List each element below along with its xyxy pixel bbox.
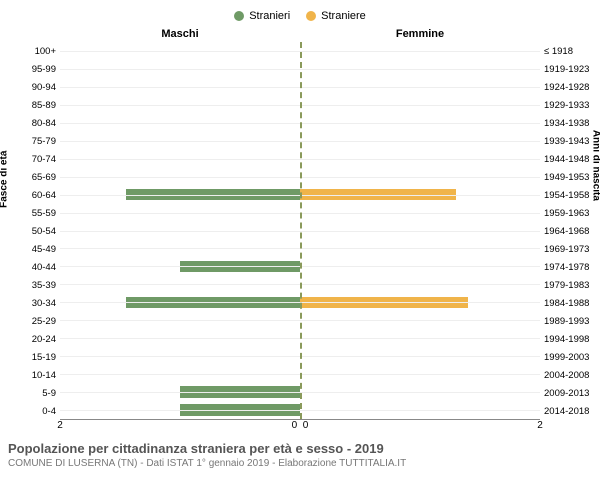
age-label: 100+ [8,42,56,60]
birth-label: 1989-1993 [544,312,592,330]
age-label: 80-84 [8,114,56,132]
age-label: 30-34 [8,294,56,312]
plot-area [60,42,540,420]
chart-subtitle: COMUNE DI LUSERNA (TN) - Dati ISTAT 1° g… [8,458,592,469]
x-axis-left: 20 [60,420,300,431]
age-label: 20-24 [8,330,56,348]
age-label: 70-74 [8,150,56,168]
chart-container: Stranieri Straniere Maschi Femmine Fasce … [0,0,600,500]
age-label: 75-79 [8,132,56,150]
y-right-axis-title: Anni di nascita [591,130,600,201]
legend-label: Straniere [321,10,366,22]
birth-label: 1934-1938 [544,114,592,132]
birth-label: 2009-2013 [544,384,592,402]
age-label: 90-94 [8,78,56,96]
legend-swatch [306,11,316,21]
center-line [300,42,302,419]
birth-label: 1964-1968 [544,222,592,240]
header-left: Maschi [8,28,300,40]
age-label: 45-49 [8,240,56,258]
x-tick: 2 [537,420,543,431]
legend-label: Stranieri [249,10,290,22]
age-label: 65-69 [8,168,56,186]
birth-label: 2014-2018 [544,402,592,420]
y-left-labels: 100+95-9990-9485-8980-8475-7970-7465-696… [8,42,60,420]
birth-label: 1984-1988 [544,294,592,312]
birth-label: 1949-1953 [544,168,592,186]
x-axis: 20 02 [60,420,540,431]
age-label: 95-99 [8,60,56,78]
birth-label: 1939-1943 [544,132,592,150]
header-right: Femmine [300,28,592,40]
age-label: 35-39 [8,276,56,294]
birth-label: 2004-2008 [544,366,592,384]
birth-label: 1944-1948 [544,150,592,168]
x-tick: 2 [57,420,63,431]
birth-label: 1969-1973 [544,240,592,258]
legend: Stranieri Straniere [8,10,592,22]
x-tick: 0 [292,420,298,431]
age-label: 60-64 [8,186,56,204]
legend-item: Stranieri [234,10,290,22]
x-axis-right: 02 [300,420,540,431]
birth-label: 1999-2003 [544,348,592,366]
legend-item: Straniere [306,10,366,22]
age-label: 0-4 [8,402,56,420]
birth-label: 1974-1978 [544,258,592,276]
age-label: 40-44 [8,258,56,276]
age-label: 55-59 [8,204,56,222]
birth-label: 1919-1923 [544,60,592,78]
age-label: 10-14 [8,366,56,384]
birth-label: 1924-1928 [544,78,592,96]
birth-label: 1959-1963 [544,204,592,222]
birth-label: 1954-1958 [544,186,592,204]
age-label: 15-19 [8,348,56,366]
birth-label: 1929-1933 [544,96,592,114]
age-label: 50-54 [8,222,56,240]
age-label: 85-89 [8,96,56,114]
birth-label: ≤ 1918 [544,42,592,60]
age-label: 25-29 [8,312,56,330]
y-right-labels: ≤ 19181919-19231924-19281929-19331934-19… [540,42,592,420]
chart-area: Fasce di età Anni di nascita 100+95-9990… [8,42,592,420]
column-headers: Maschi Femmine [8,28,592,40]
footer: Popolazione per cittadinanza straniera p… [8,441,592,469]
age-label: 5-9 [8,384,56,402]
x-tick: 0 [303,420,309,431]
y-left-axis-title: Fasce di età [0,151,10,208]
chart-title: Popolazione per cittadinanza straniera p… [8,441,592,456]
birth-label: 1994-1998 [544,330,592,348]
legend-swatch [234,11,244,21]
birth-label: 1979-1983 [544,276,592,294]
